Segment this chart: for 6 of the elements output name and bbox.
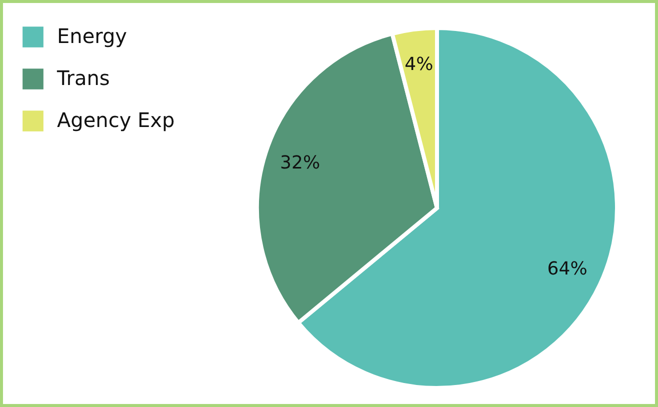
legend-label: Trans: [56, 66, 110, 90]
legend-label: Agency Exp: [57, 108, 175, 132]
data-label: 64%: [547, 258, 588, 280]
data-label: 32%: [280, 152, 320, 174]
data-label: 4%: [404, 54, 434, 76]
legend-label: Energy: [57, 24, 128, 48]
